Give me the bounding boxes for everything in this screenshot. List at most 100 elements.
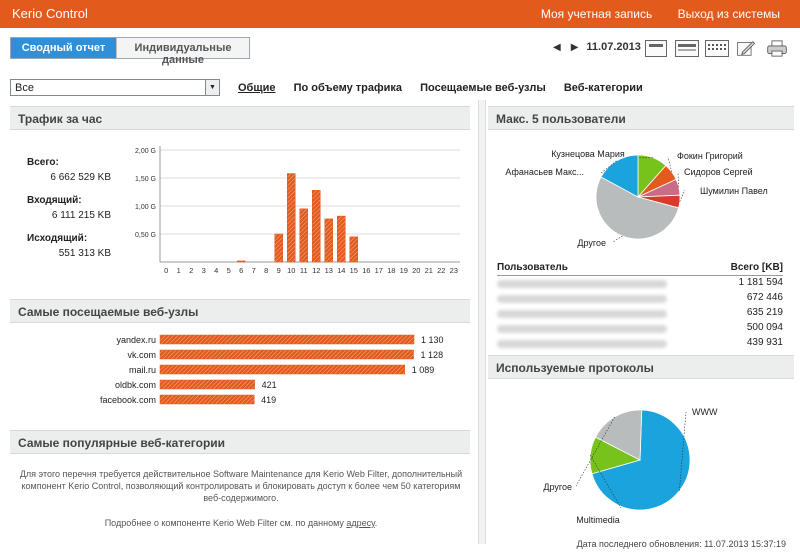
blurred-user-name bbox=[497, 325, 667, 333]
bar-hour-9 bbox=[274, 233, 283, 263]
more-info-text: Подробнее о компоненте Kerio Web Filter … bbox=[104, 518, 344, 528]
view-tabs: Общие По объему трафика Посещаемые веб-у… bbox=[238, 82, 658, 94]
top-users-panel-header: Макс. 5 пользователи bbox=[488, 106, 794, 130]
traffic-panel-header: Трафик за час bbox=[10, 106, 470, 130]
next-date-icon[interactable]: ▶ bbox=[570, 41, 579, 53]
users-table-header: Пользователь Всего [KB] bbox=[497, 262, 783, 276]
outgoing-label: Исходящий: bbox=[27, 233, 88, 244]
top-users-pie-chart: Кузнецова Мария Фокин Григорий Сидоров Сер… bbox=[505, 149, 768, 248]
categories-panel-header: Самые популярные веб-категории bbox=[10, 430, 470, 454]
x-tick-label: 22 bbox=[437, 266, 445, 275]
x-tick-label: 6 bbox=[239, 266, 243, 275]
individual-data-tab[interactable]: Индивидуальные данные bbox=[116, 38, 249, 66]
x-tick-label: 0 bbox=[164, 266, 168, 275]
toolbar: Сводный отчет Индивидуальные данные ◀ ▶ … bbox=[0, 28, 800, 68]
site-value-label: 1 130 bbox=[421, 335, 444, 345]
categories-more-info: Подробнее о компоненте Kerio Web Filter … bbox=[12, 518, 470, 528]
top-sites-chart: yandex.ru 1 130 vk.com 1 128 mail.ru 1 089 old… bbox=[100, 334, 444, 405]
table-row[interactable]: 1 181 594 bbox=[497, 277, 783, 291]
x-tick-label: 1 bbox=[177, 266, 181, 275]
site-label: facebook.com bbox=[100, 395, 156, 405]
x-tick-label: 15 bbox=[350, 266, 358, 275]
app-title: Kerio Control bbox=[12, 6, 88, 21]
last-updated: Дата последнего обновления: 11.07.2013 1… bbox=[576, 539, 786, 549]
site-value-label: 1 128 bbox=[421, 350, 444, 360]
x-tick-label: 16 bbox=[362, 266, 370, 275]
tab-by-traffic[interactable]: По объему трафика bbox=[293, 82, 403, 94]
view-single-icon[interactable] bbox=[645, 40, 667, 57]
pie-label: Другое bbox=[543, 482, 572, 492]
view-wide-icon[interactable] bbox=[675, 40, 699, 57]
top-links: Моя учетная запись Выход из системы bbox=[519, 7, 780, 21]
edit-icon[interactable] bbox=[735, 40, 757, 57]
x-tick-label: 11 bbox=[300, 266, 308, 275]
blurred-user-name bbox=[497, 340, 667, 348]
date-navigator: ◀ ▶ 11.07.2013 bbox=[553, 41, 641, 53]
report-type-switch: Сводный отчет Индивидуальные данные bbox=[10, 37, 250, 66]
prev-date-icon[interactable]: ◀ bbox=[553, 41, 561, 53]
pie-slice-3 bbox=[594, 409, 643, 461]
col-user: Пользователь bbox=[497, 262, 568, 273]
more-info-link[interactable]: адресу bbox=[346, 518, 375, 528]
pie-label: Multimedia bbox=[576, 515, 620, 525]
x-tick-label: 13 bbox=[325, 266, 333, 275]
traffic-stats: Всего: 6 662 529 KB Входящий: 6 111 215 … bbox=[27, 157, 111, 259]
site-label: yandex.ru bbox=[116, 335, 156, 345]
leader-line bbox=[679, 189, 686, 202]
x-tick-label: 2 bbox=[189, 266, 193, 275]
leader-line bbox=[667, 156, 672, 173]
top-sites-panel-header: Самые посещаемые веб-узлы bbox=[10, 299, 470, 323]
traffic-chart: 0,50 G1,00 G1,50 G2,00 G0 1 2 3 4 5 6 7 8 9 10 11 12… bbox=[135, 146, 460, 275]
chevron-down-icon[interactable]: ▼ bbox=[205, 80, 219, 95]
logout-link[interactable]: Выход из системы bbox=[677, 7, 780, 21]
table-row[interactable]: 672 446 bbox=[497, 292, 783, 306]
incoming-label: Входящий: bbox=[27, 195, 82, 206]
total-label: Всего: bbox=[27, 157, 59, 168]
top-bar: Kerio Control Моя учетная запись Выход и… bbox=[0, 0, 800, 28]
site-bar bbox=[159, 334, 415, 345]
pie-label: Кузнецова Мария bbox=[551, 149, 625, 159]
site-value-label: 421 bbox=[262, 380, 277, 390]
site-label: oldbk.com bbox=[115, 380, 156, 390]
print-icon[interactable] bbox=[766, 40, 788, 57]
tab-web-categories[interactable]: Веб-категории bbox=[563, 82, 643, 94]
pie-label: Шумилин Павел bbox=[700, 186, 768, 196]
tab-general[interactable]: Общие bbox=[238, 82, 276, 94]
blurred-user-name bbox=[497, 310, 667, 318]
table-row[interactable]: 439 931 bbox=[497, 337, 783, 351]
pie-slice-1 bbox=[591, 409, 691, 511]
site-bar bbox=[159, 364, 406, 375]
site-bar bbox=[159, 379, 255, 390]
account-link[interactable]: Моя учетная запись bbox=[540, 7, 653, 21]
x-tick-label: 9 bbox=[277, 266, 281, 275]
x-tick-label: 8 bbox=[264, 266, 268, 275]
blurred-user-name bbox=[497, 280, 667, 288]
incoming-value: 6 111 215 KB bbox=[51, 210, 111, 221]
pie-label: Сидоров Сергей bbox=[684, 167, 753, 177]
user-total: 439 931 bbox=[746, 337, 783, 348]
y-tick-label: 0,50 G bbox=[135, 232, 156, 239]
top-users-table: Пользователь Всего [KB] 1 181 594 672 44… bbox=[497, 262, 783, 351]
user-total: 672 446 bbox=[746, 292, 783, 303]
view-keyboard-icon[interactable] bbox=[705, 40, 729, 57]
blurred-user-name bbox=[497, 295, 667, 303]
summary-report-tab[interactable]: Сводный отчет bbox=[11, 38, 116, 58]
y-tick-label: 1,50 G bbox=[135, 176, 156, 183]
tab-visited-sites[interactable]: Посещаемые веб-узлы bbox=[420, 82, 546, 94]
x-tick-label: 3 bbox=[202, 266, 206, 275]
user-total: 635 219 bbox=[746, 307, 783, 318]
table-row[interactable]: 500 094 bbox=[497, 322, 783, 336]
leader-line bbox=[612, 235, 623, 243]
x-tick-label: 17 bbox=[375, 266, 383, 275]
x-tick-label: 5 bbox=[227, 266, 231, 275]
leader-line bbox=[677, 171, 680, 188]
x-tick-label: 21 bbox=[425, 266, 433, 275]
pie-label: Фокин Григорий bbox=[677, 151, 743, 161]
x-tick-label: 12 bbox=[312, 266, 320, 275]
y-tick-label: 2,00 G bbox=[135, 148, 156, 155]
table-row[interactable]: 635 219 bbox=[497, 307, 783, 321]
total-value: 6 662 529 KB bbox=[50, 172, 111, 183]
pie-label: Афанасьев Макс... bbox=[505, 167, 584, 177]
user-filter-select[interactable]: Все ▼ bbox=[10, 79, 220, 96]
leader-line bbox=[575, 416, 615, 487]
